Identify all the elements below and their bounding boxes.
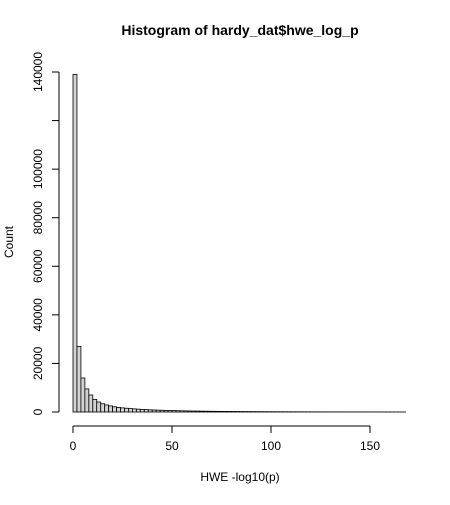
histogram-bar — [140, 409, 144, 412]
histogram-bar — [73, 74, 77, 412]
histogram-bar — [105, 405, 109, 412]
histogram-bar — [117, 407, 121, 412]
histogram-bar — [101, 404, 105, 412]
histogram-bar — [85, 389, 89, 412]
histogram-bar — [77, 346, 81, 412]
histogram-bar — [164, 410, 168, 412]
histogram-bar — [220, 411, 224, 412]
histogram-bar — [144, 410, 148, 412]
histogram-bar — [212, 411, 216, 412]
histogram-bar — [152, 410, 156, 412]
y-tick-label: 20000 — [31, 346, 45, 380]
y-axis-label: Count — [2, 225, 16, 258]
histogram-bar — [227, 411, 231, 412]
y-tick-label: 60000 — [31, 249, 45, 283]
histogram-bar — [81, 378, 85, 412]
histogram-bar — [196, 411, 200, 412]
y-axis: 0 20000 40000 60000 80000 100000 140000 — [31, 52, 59, 416]
histogram-bar — [93, 399, 97, 412]
histogram-bar — [200, 411, 204, 412]
x-axis-label: HWE -log10(p) — [200, 470, 279, 484]
x-tick-label: 0 — [70, 439, 77, 453]
histogram-bar — [223, 411, 227, 412]
histogram-bar — [216, 411, 220, 412]
histogram-bar — [188, 411, 192, 412]
histogram-bar — [180, 411, 184, 412]
histogram-bar — [172, 411, 176, 412]
histogram-bar — [89, 395, 93, 412]
histogram-bar — [156, 410, 160, 412]
x-axis: 0 50 100 150 — [70, 426, 381, 453]
histogram-bar — [160, 410, 164, 412]
histogram-bar — [168, 411, 172, 412]
y-tick-label: 100000 — [31, 149, 45, 189]
x-tick-label: 50 — [165, 439, 179, 453]
histogram-bar — [148, 410, 152, 412]
x-tick-label: 100 — [261, 439, 281, 453]
histogram-bar — [204, 411, 208, 412]
histogram-bar — [109, 406, 113, 412]
y-tick-label: 80000 — [31, 201, 45, 235]
y-tick-label: 0 — [31, 408, 45, 415]
y-tick-label: 140000 — [31, 52, 45, 92]
histogram-bar — [97, 402, 101, 412]
histogram-bar — [121, 408, 125, 412]
y-tick-label: 40000 — [31, 298, 45, 332]
x-tick-label: 150 — [360, 439, 380, 453]
histogram-bar — [176, 411, 180, 412]
chart-title: Histogram of hardy_dat$hwe_log_p — [121, 22, 358, 38]
histogram-bar — [128, 409, 132, 412]
histogram-bar — [113, 407, 117, 412]
histogram-bar — [184, 411, 188, 412]
bars-group — [73, 74, 406, 412]
histogram-bar — [124, 408, 128, 412]
histogram-bar — [208, 411, 212, 412]
histogram-bar — [192, 411, 196, 412]
histogram-bar — [136, 409, 140, 412]
histogram-bar — [132, 409, 136, 412]
